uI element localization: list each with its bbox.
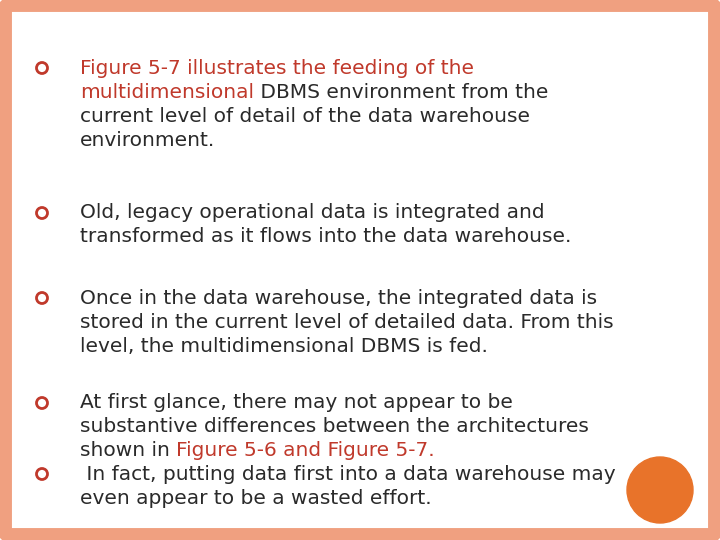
Text: environment.: environment.	[80, 131, 215, 150]
Text: level, the multidimensional DBMS is fed.: level, the multidimensional DBMS is fed.	[80, 336, 488, 355]
Text: Old, legacy operational data is integrated and: Old, legacy operational data is integrat…	[80, 204, 544, 222]
Text: Figure 5-6 and Figure 5-7.: Figure 5-6 and Figure 5-7.	[176, 442, 435, 461]
Text: stored in the current level of detailed data. From this: stored in the current level of detailed …	[80, 313, 613, 332]
Text: In fact, putting data first into a data warehouse may: In fact, putting data first into a data …	[80, 464, 616, 483]
Text: substantive differences between the architectures: substantive differences between the arch…	[80, 417, 589, 436]
Text: multidimensional: multidimensional	[80, 83, 254, 102]
Text: At first glance, there may not appear to be: At first glance, there may not appear to…	[80, 394, 513, 413]
FancyBboxPatch shape	[5, 5, 715, 535]
Text: even appear to be a wasted effort.: even appear to be a wasted effort.	[80, 489, 431, 508]
Text: current level of detail of the data warehouse: current level of detail of the data ware…	[80, 106, 530, 125]
Text: transformed as it flows into the data warehouse.: transformed as it flows into the data wa…	[80, 227, 572, 246]
Text: Figure 5-7 illustrates the feeding of the: Figure 5-7 illustrates the feeding of th…	[80, 58, 480, 78]
Text: DBMS environment from the: DBMS environment from the	[254, 83, 549, 102]
Text: shown in: shown in	[80, 442, 176, 461]
Text: Once in the data warehouse, the integrated data is: Once in the data warehouse, the integrat…	[80, 288, 597, 307]
Circle shape	[627, 457, 693, 523]
